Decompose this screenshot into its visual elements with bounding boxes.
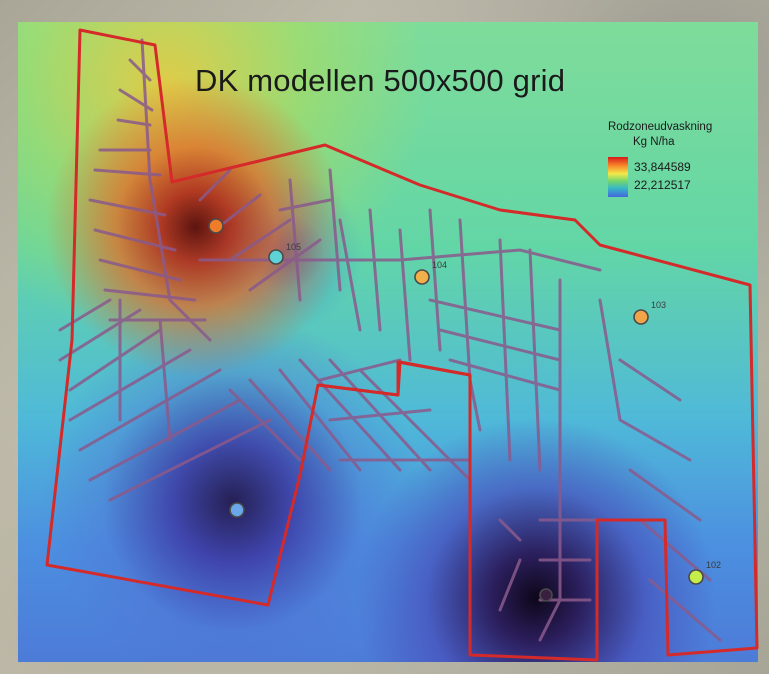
inner-boundary [317, 360, 471, 397]
site-marker-102[interactable]: 102 [688, 560, 721, 585]
site-marker-105[interactable]: 105 [268, 242, 301, 265]
field-boundaries [45, 28, 759, 662]
site-marker-103[interactable]: 103 [633, 300, 666, 325]
legend-max-value: 33,844589 [634, 160, 691, 174]
svg-text:104: 104 [432, 260, 447, 270]
svg-text:102: 102 [706, 560, 721, 570]
legend-min-value: 22,212517 [634, 178, 691, 192]
site-marker[interactable] [229, 502, 245, 518]
drainage-network [58, 38, 722, 642]
map-title: DK modellen 500x500 grid [195, 63, 566, 98]
svg-text:103: 103 [651, 300, 666, 310]
outer-boundary [45, 28, 759, 662]
legend-color-ramp [608, 157, 628, 197]
legend-unit: Kg N/ha [633, 136, 675, 148]
svg-text:105: 105 [286, 242, 301, 252]
site-marker[interactable] [539, 588, 553, 602]
legend-title: Rodzoneudvaskning [608, 121, 713, 133]
map-legend: Rodzoneudvaskning Kg N/ha 33,844589 22,2… [608, 120, 758, 197]
site-marker[interactable] [208, 218, 224, 234]
site-marker-104[interactable]: 104 [414, 260, 447, 285]
sample-sites: 105 104 103 102 [208, 218, 721, 602]
